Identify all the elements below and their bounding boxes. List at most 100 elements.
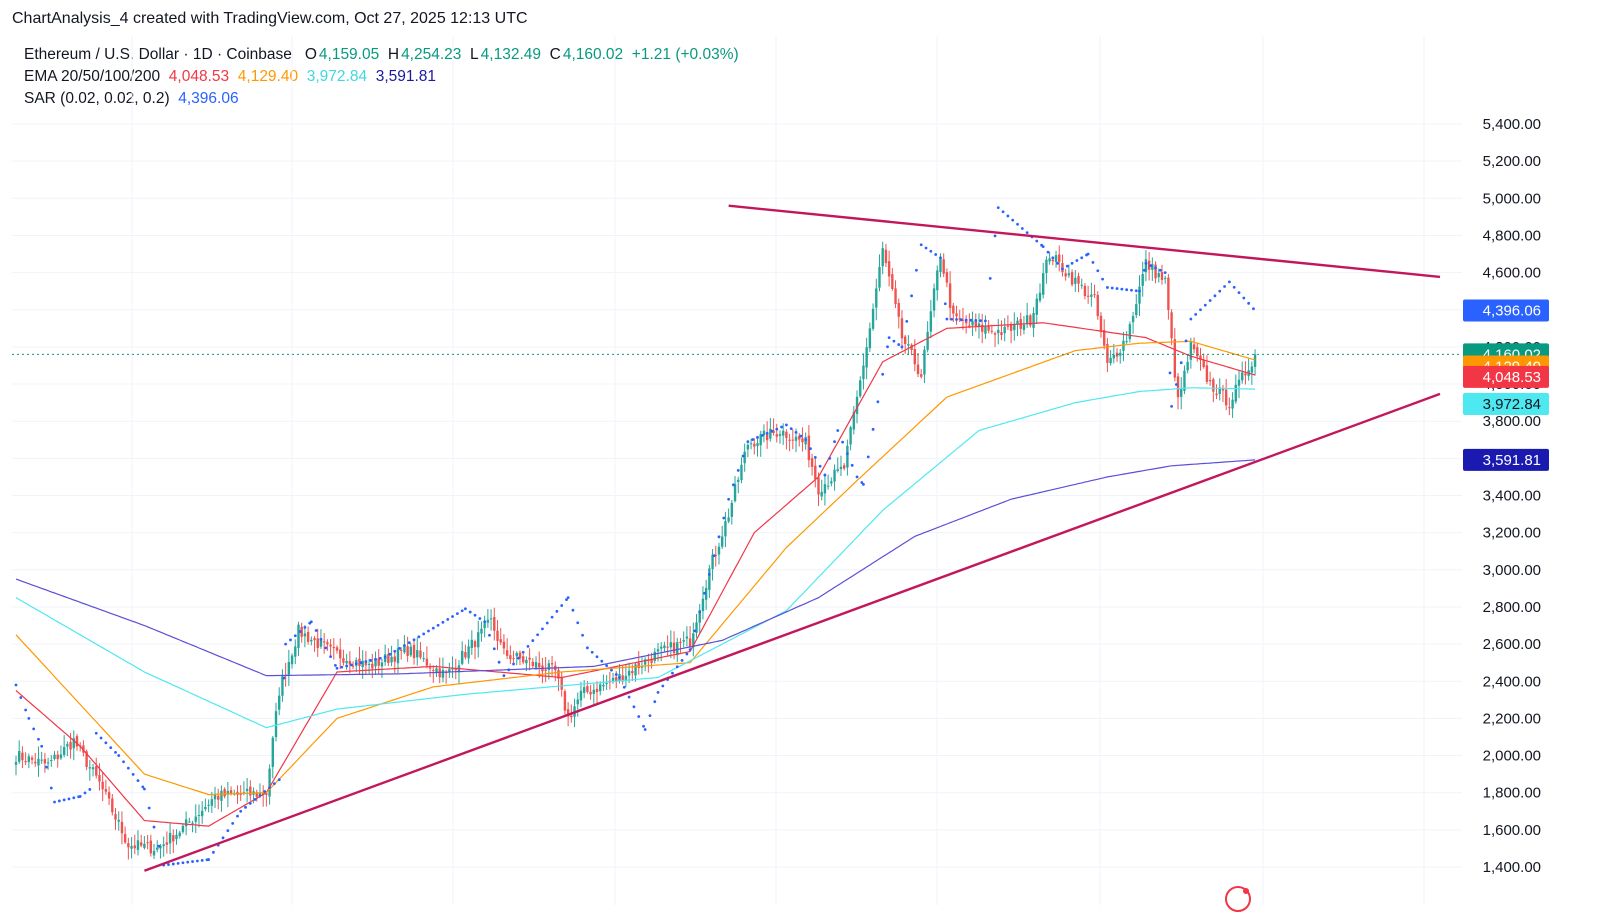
candle-body xyxy=(627,670,631,676)
sar-dot xyxy=(455,612,459,616)
sar-dot xyxy=(1096,269,1100,273)
sar-dot xyxy=(855,475,859,479)
sar-dot xyxy=(239,809,243,813)
sar-dot xyxy=(1101,277,1104,281)
candle-body xyxy=(781,430,785,436)
sar-dot xyxy=(804,438,808,442)
candle-body xyxy=(1109,357,1112,364)
sar-dot xyxy=(929,249,933,253)
candle-body xyxy=(268,768,271,797)
candle-body xyxy=(968,325,971,327)
candle-body xyxy=(987,326,990,331)
sar-dot xyxy=(622,685,626,689)
candle-body xyxy=(586,686,589,692)
candle-body xyxy=(229,790,233,794)
sar-dot xyxy=(57,799,61,803)
candle-body xyxy=(708,568,711,590)
candle-body xyxy=(294,646,297,657)
candle-body xyxy=(316,638,319,649)
candle-body xyxy=(634,664,637,676)
sar-dot xyxy=(427,629,430,633)
candle-body xyxy=(560,677,563,690)
candle-body xyxy=(823,484,827,494)
sar-dot xyxy=(369,659,373,662)
sar-dot xyxy=(282,676,286,680)
candle-body xyxy=(765,433,769,441)
candle-body xyxy=(775,434,778,437)
candle-body xyxy=(403,645,406,653)
sar-dot xyxy=(1158,268,1162,272)
candle-body xyxy=(1144,259,1148,273)
candle-body xyxy=(1009,324,1013,331)
candle-body xyxy=(727,517,730,522)
sar-dot xyxy=(1011,218,1015,222)
sar-dot xyxy=(680,658,684,662)
sar-dot xyxy=(943,302,947,306)
candle-body xyxy=(961,319,965,321)
candle-body xyxy=(868,328,872,349)
candle-body xyxy=(310,639,313,642)
candle-body xyxy=(814,465,817,480)
sar-dot xyxy=(560,604,564,607)
candle-body xyxy=(769,428,772,439)
candle-body xyxy=(111,798,114,813)
sar-dot xyxy=(799,434,803,438)
sar-dot xyxy=(685,652,689,656)
candle-body xyxy=(69,741,72,750)
sar-dot xyxy=(531,639,535,642)
candle-body xyxy=(939,257,942,272)
sar-dot xyxy=(1130,288,1133,292)
candle-body xyxy=(422,658,425,660)
candle-body xyxy=(592,689,595,694)
candle-body xyxy=(133,845,136,849)
candle-body xyxy=(1083,285,1087,297)
candle-body xyxy=(849,427,852,445)
candle-body xyxy=(990,330,994,332)
candle-body xyxy=(1186,361,1189,371)
y-tick-label: 4,800.00 xyxy=(1483,227,1541,244)
sar-dot xyxy=(88,788,92,791)
candle-body xyxy=(1173,339,1177,378)
sar-dot xyxy=(464,607,467,611)
sar-dot xyxy=(945,317,949,321)
candle-body xyxy=(85,751,88,767)
candle-body xyxy=(1244,373,1247,376)
candle-body xyxy=(1086,295,1090,297)
candle-body xyxy=(428,667,432,669)
ema100-value: 3,972.84 xyxy=(306,68,368,85)
sar-dot xyxy=(741,454,745,458)
candle-body xyxy=(1234,384,1237,402)
sar-dot xyxy=(866,455,870,459)
candle-body xyxy=(274,711,278,738)
candle-body xyxy=(175,834,178,840)
sar-dot xyxy=(717,535,721,539)
y-tick-label: 1,400.00 xyxy=(1483,859,1541,876)
candle-body xyxy=(900,318,904,339)
sar-dot xyxy=(273,782,276,786)
sar-dot xyxy=(571,608,575,612)
candle-body xyxy=(1064,273,1067,277)
y-tick-label: 3,400.00 xyxy=(1483,488,1541,505)
sar-dot xyxy=(1046,250,1050,254)
sar-dot xyxy=(1194,312,1198,316)
sar-dot xyxy=(45,765,48,769)
candle-body xyxy=(679,641,682,643)
sar-dot xyxy=(1016,222,1019,226)
sar-dot xyxy=(703,591,706,595)
sar-dot xyxy=(756,436,759,439)
sar-dot xyxy=(152,825,156,829)
y-tick-label: 5,400.00 xyxy=(1483,116,1541,133)
y-tick-label: 3,000.00 xyxy=(1483,562,1541,579)
sar-dot xyxy=(919,243,923,247)
y-tick-label: 2,400.00 xyxy=(1483,673,1541,690)
candle-body xyxy=(197,815,201,817)
sar-dot xyxy=(871,427,875,431)
sar-dot xyxy=(221,836,225,840)
y-tick-label: 5,000.00 xyxy=(1483,190,1541,207)
candle-body xyxy=(525,659,528,664)
sar-dot xyxy=(1154,266,1157,270)
candle-body xyxy=(846,445,849,468)
sar-dot xyxy=(200,858,204,862)
candle-body xyxy=(43,759,47,764)
